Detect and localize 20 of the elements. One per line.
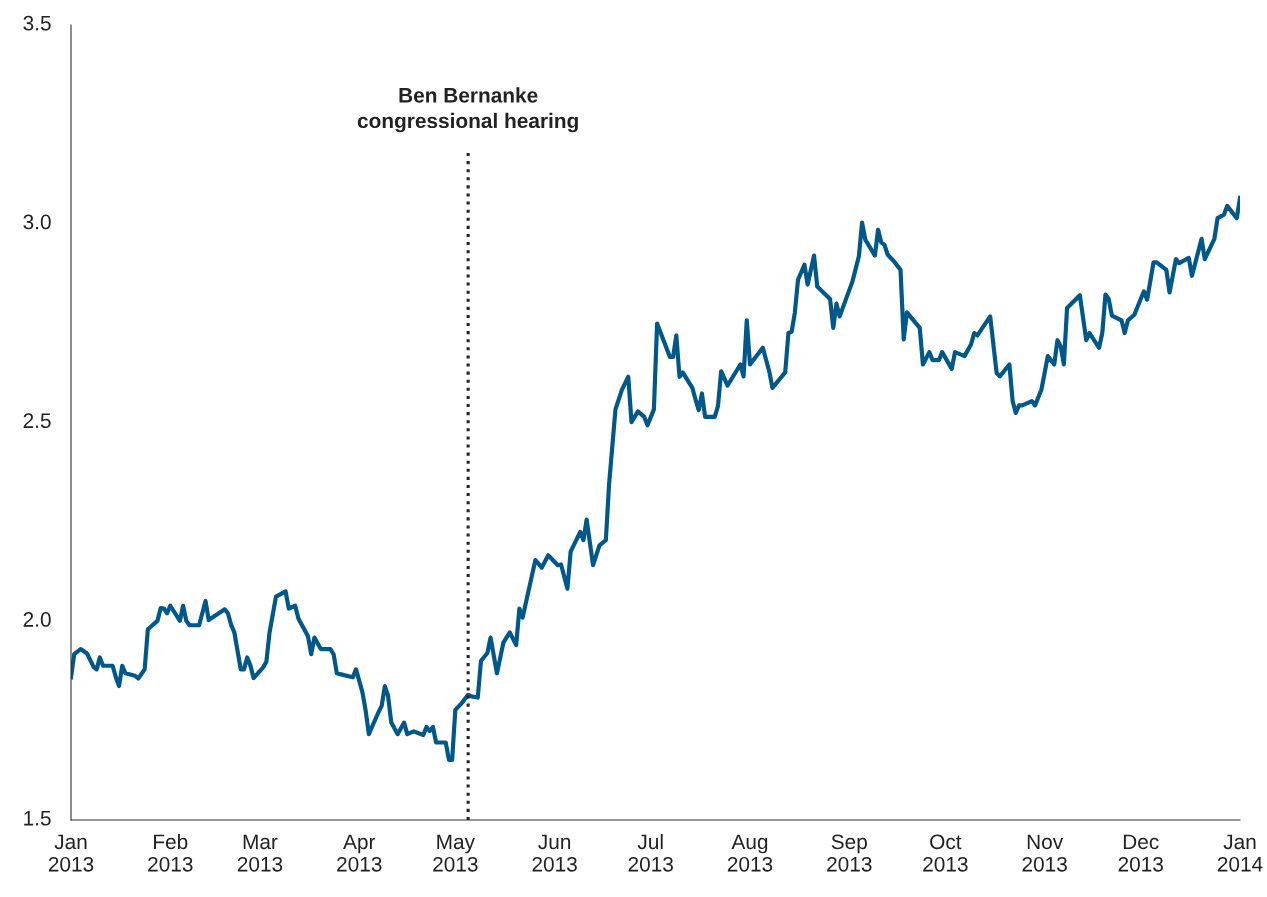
x-tick-label: May 2013 xyxy=(433,834,478,872)
x-tick-label: Feb 2013 xyxy=(148,833,193,872)
x-tick-label: Jan 2014 xyxy=(1217,834,1263,872)
y-tick-label: 2.5 xyxy=(23,413,51,429)
y-tick-label: 2.0 xyxy=(23,612,51,627)
line-series xyxy=(71,195,1240,763)
y-tick-label: 3.0 xyxy=(23,214,51,230)
x-tick-label: Oct 2013 xyxy=(923,834,968,872)
x-tick-label: Dec 2013 xyxy=(1118,834,1163,872)
y-tick-label: 3.5 xyxy=(23,15,51,31)
y-tick-label: 1.5 xyxy=(24,811,51,826)
x-tick-label: Apr 2013 xyxy=(337,834,382,872)
ref-line-label: Ben Bernanke congressional hearing xyxy=(357,87,578,133)
x-tick-label: Jun 2013 xyxy=(532,834,577,872)
x-tick-label: Jul 2013 xyxy=(628,833,673,872)
x-tick-label: Sep 2013 xyxy=(827,834,872,872)
x-tick-label: Mar 2013 xyxy=(237,834,283,872)
x-tick-label: Nov 2013 xyxy=(1022,834,1067,872)
x-tick-label: Aug 2013 xyxy=(727,834,773,872)
x-tick-label: Jan 2013 xyxy=(48,834,94,872)
